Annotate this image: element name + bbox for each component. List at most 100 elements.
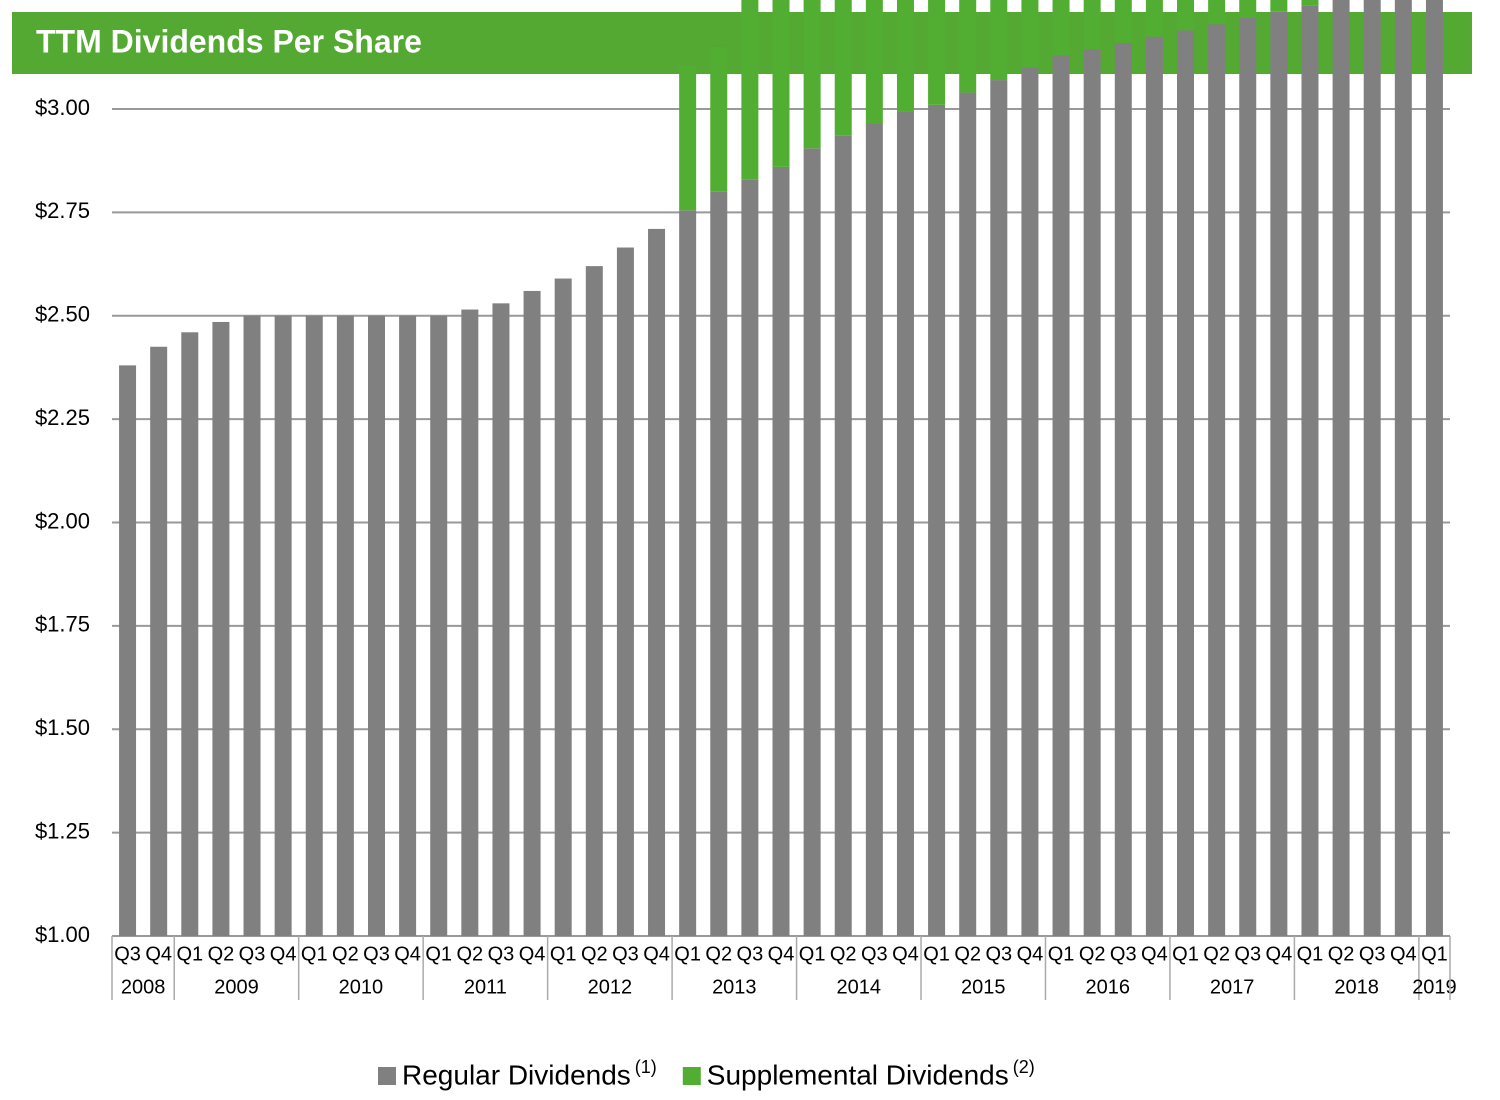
x-tick-label: Q3 xyxy=(861,943,888,965)
x-tick-label: Q1 xyxy=(923,943,950,965)
bar-segment xyxy=(430,315,448,936)
bar-segment xyxy=(1301,0,1319,6)
bar-segment xyxy=(1145,36,1163,936)
bar-segment xyxy=(305,315,323,936)
x-tick-label: Q4 xyxy=(1390,943,1417,965)
bar-segment xyxy=(1208,24,1226,937)
x-tick-label: Q3 xyxy=(1359,943,1386,965)
bar-segment xyxy=(399,315,417,936)
bar-segment xyxy=(741,179,759,937)
bar-segment xyxy=(523,290,541,936)
x-tick-label: Q4 xyxy=(145,943,172,965)
x-tick-label: Q3 xyxy=(488,943,515,965)
x-tick-label: Q2 xyxy=(581,943,608,965)
bar-segment xyxy=(1270,11,1288,936)
legend-swatch xyxy=(682,1067,701,1085)
bar-segment xyxy=(990,0,1008,81)
bar-segment xyxy=(1114,42,1132,936)
x-tick-label: Q1 xyxy=(1421,943,1448,965)
y-tick-label: $2.00 xyxy=(35,508,90,533)
bar-segment xyxy=(585,266,603,936)
bar-segment xyxy=(1021,0,1039,68)
x-tick-label: Q4 xyxy=(1141,943,1168,965)
x-group-label: 2016 xyxy=(1085,976,1130,998)
x-tick-label: Q4 xyxy=(1266,943,1293,965)
bar-segment xyxy=(679,65,697,211)
bar-segment xyxy=(1083,0,1101,50)
bar-segment xyxy=(959,92,977,936)
x-group-label: 2009 xyxy=(214,976,259,998)
bar-segment xyxy=(461,309,479,936)
x-tick-label: Q1 xyxy=(1172,943,1199,965)
bar-segment xyxy=(1208,0,1226,25)
x-tick-label: Q3 xyxy=(1110,943,1137,965)
x-group-label: 2018 xyxy=(1334,976,1379,998)
x-tick-label: Q3 xyxy=(737,943,764,965)
x-tick-label: Q2 xyxy=(208,943,235,965)
bar-segment xyxy=(1239,18,1257,936)
bar-segment xyxy=(1145,0,1163,37)
bar-segment xyxy=(212,321,230,936)
legend-label: Regular Dividends xyxy=(402,1059,631,1090)
x-tick-label: Q1 xyxy=(674,943,701,965)
bar-segment xyxy=(896,0,914,112)
bar-segment xyxy=(1052,0,1070,56)
bar-segment xyxy=(1425,0,1443,936)
x-group-label: 2015 xyxy=(961,976,1006,998)
x-tick-label: Q1 xyxy=(176,943,203,965)
legend-footnote: (2) xyxy=(1013,1057,1035,1077)
bar-segment xyxy=(554,278,572,936)
x-tick-label: Q2 xyxy=(830,943,857,965)
y-tick-label: $1.75 xyxy=(35,612,90,637)
x-tick-label: Q4 xyxy=(768,943,795,965)
y-tick-label: $2.25 xyxy=(35,405,90,430)
bar-segment xyxy=(928,0,946,105)
bar-segment xyxy=(741,0,759,180)
x-group-label: 2010 xyxy=(339,976,384,998)
bar-segment xyxy=(1083,49,1101,937)
x-group-label: 2017 xyxy=(1210,976,1255,998)
bar-segment xyxy=(1332,0,1350,937)
x-tick-label: Q4 xyxy=(394,943,421,965)
x-tick-label: Q3 xyxy=(239,943,266,965)
y-tick-label: $1.00 xyxy=(35,922,90,947)
x-group-label: 2011 xyxy=(464,976,507,998)
x-tick-label: Q2 xyxy=(705,943,732,965)
y-tick-label: $2.50 xyxy=(35,302,90,327)
bar-segment xyxy=(710,46,728,192)
legend-label: Supplemental Dividends xyxy=(707,1059,1009,1090)
bar-segment xyxy=(834,135,852,936)
y-tick-label: $1.50 xyxy=(35,715,90,740)
bar-segment xyxy=(1270,0,1288,12)
bar-segment xyxy=(834,0,852,136)
x-tick-label: Q1 xyxy=(301,943,328,965)
x-tick-label: Q1 xyxy=(799,943,826,965)
x-tick-label: Q4 xyxy=(643,943,670,965)
legend: Regular Dividends (1) Supplemental Dividen… xyxy=(378,1057,1035,1090)
y-tick-label: $2.75 xyxy=(35,198,90,223)
x-tick-label: Q2 xyxy=(954,943,981,965)
bar-segment xyxy=(336,315,354,936)
bar-segment xyxy=(928,104,946,937)
bar-segment xyxy=(1114,0,1132,43)
x-tick-label: Q4 xyxy=(519,943,546,965)
x-group-label: 2012 xyxy=(588,976,633,998)
x-tick-label: Q1 xyxy=(1297,943,1324,965)
bar-segment xyxy=(1021,67,1039,936)
bar-segment xyxy=(274,315,292,936)
x-tick-label: Q3 xyxy=(1234,943,1261,965)
x-group-label: 2019 xyxy=(1412,976,1457,998)
x-tick-label: Q3 xyxy=(363,943,390,965)
bar-segment xyxy=(959,0,977,93)
bar-segment xyxy=(710,191,728,936)
x-tick-label: Q3 xyxy=(114,943,141,965)
bar-segment xyxy=(803,148,821,937)
bar-segment xyxy=(865,0,883,124)
bar-segment xyxy=(243,315,261,936)
x-tick-label: Q1 xyxy=(425,943,452,965)
chart-title: TTM Dividends Per Share xyxy=(36,23,422,59)
x-tick-label: Q4 xyxy=(270,943,297,965)
bar-segment xyxy=(896,111,914,936)
bar-segment xyxy=(679,210,697,936)
